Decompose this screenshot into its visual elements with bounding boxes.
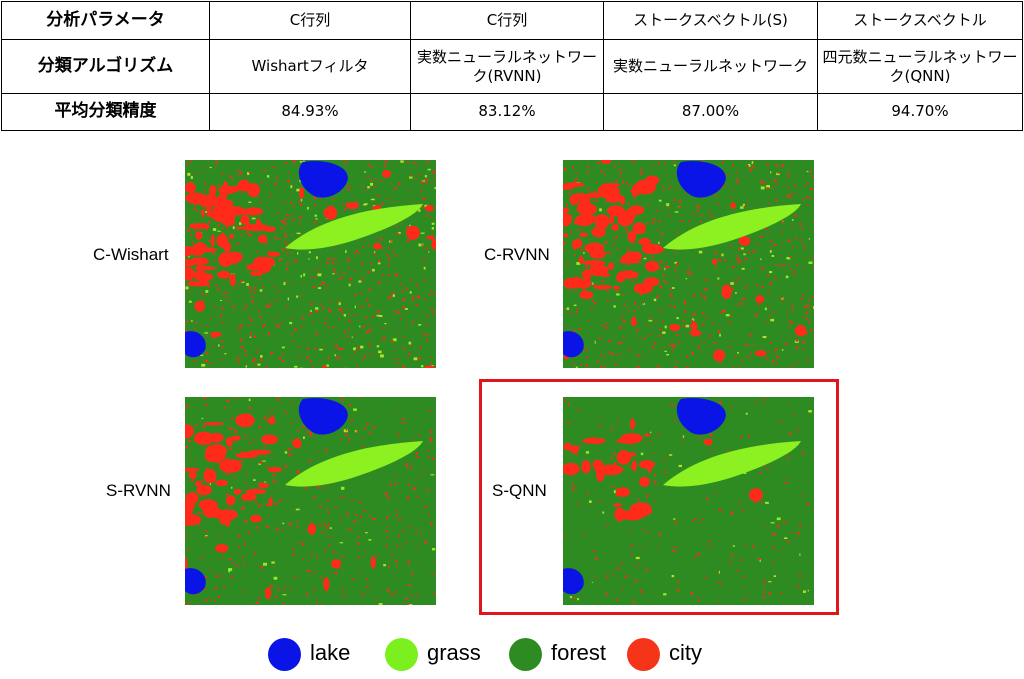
panel-label-s-rvnn: S-RVNN xyxy=(106,481,171,500)
row-header: 分類アルゴリズム xyxy=(1,39,210,94)
legend-swatch xyxy=(509,638,542,671)
legend: lake grass forest city xyxy=(0,636,1024,672)
panel-label-c-rvnn: C-RVNN xyxy=(484,245,550,264)
table-cell: 87.00% xyxy=(603,92,818,132)
table-cell: 83.12% xyxy=(410,92,604,132)
classification-map xyxy=(563,397,814,605)
table-cell: ストークスベクトル(S) xyxy=(603,0,818,41)
table-cell: 実数ニューラルネットワーク xyxy=(603,39,818,94)
classification-map xyxy=(563,160,814,368)
table-cell: ストークスベクトル xyxy=(817,0,1023,41)
table-cell: C行列 xyxy=(209,0,411,41)
results-table: 分析パラメータ C行列 C行列 ストークスベクトル(S) ストークスベクトル 分… xyxy=(1,0,1023,132)
table-cell: C行列 xyxy=(410,0,604,41)
panel-label-s-qnn: S-QNN xyxy=(492,481,547,500)
legend-swatch xyxy=(268,638,301,671)
legend-swatch xyxy=(627,638,660,671)
legend-label: city xyxy=(669,640,702,665)
table-cell: 84.93% xyxy=(209,92,411,132)
row-header: 平均分類精度 xyxy=(1,92,210,132)
legend-label: grass xyxy=(427,640,481,665)
panel-label-c-wishart: C-Wishart xyxy=(93,245,169,264)
classification-map xyxy=(185,160,436,368)
legend-label: forest xyxy=(551,640,607,665)
classification-map xyxy=(185,397,436,605)
table-row: 分類アルゴリズム Wishartフィルタ 実数ニューラルネットワーク(RVNN)… xyxy=(1,39,1023,94)
table-row: 平均分類精度 84.93% 83.12% 87.00% 94.70% xyxy=(1,92,1023,132)
table-row: 分析パラメータ C行列 C行列 ストークスベクトル(S) ストークスベクトル xyxy=(1,0,1023,41)
table-cell: 94.70% xyxy=(817,92,1023,132)
table-cell: Wishartフィルタ xyxy=(209,39,411,94)
table-cell: 実数ニューラルネットワーク(RVNN) xyxy=(410,39,604,94)
highlight-box xyxy=(479,379,839,615)
legend-swatch xyxy=(385,638,418,671)
row-header: 分析パラメータ xyxy=(1,0,210,41)
legend-label: lake xyxy=(310,640,351,665)
table-cell: 四元数ニューラルネットワーク(QNN) xyxy=(817,39,1023,94)
